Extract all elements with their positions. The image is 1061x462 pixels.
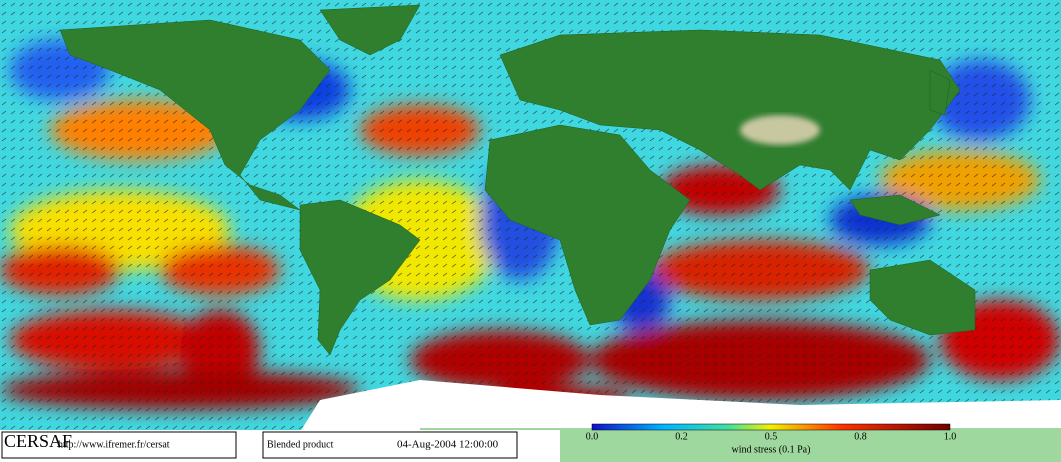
colorbar-labels: 0.0 0.2 0.5 0.8 1.0 (586, 431, 957, 442)
land (59, 4, 976, 356)
colorbar-label: 0.0 (586, 431, 599, 442)
colorbar-label: 0.5 (765, 431, 778, 442)
product-box (262, 431, 518, 459)
colorbar-label: 0.8 (854, 431, 867, 442)
colorbar-label: 0.2 (675, 431, 688, 442)
colorbar (591, 423, 951, 431)
antarctica (300, 380, 1061, 432)
colorbar-title: wind stress (0.1 Pa) (732, 444, 811, 455)
url: http://www.ifremer.fr/cersat (58, 439, 170, 450)
logo: CERSAF (4, 431, 72, 451)
logo-box (1, 431, 237, 459)
datetime: 04-Aug-2004 12:00:00 (397, 439, 499, 451)
colorbar-label: 1.0 (944, 431, 957, 442)
product: Blended product (267, 439, 334, 450)
